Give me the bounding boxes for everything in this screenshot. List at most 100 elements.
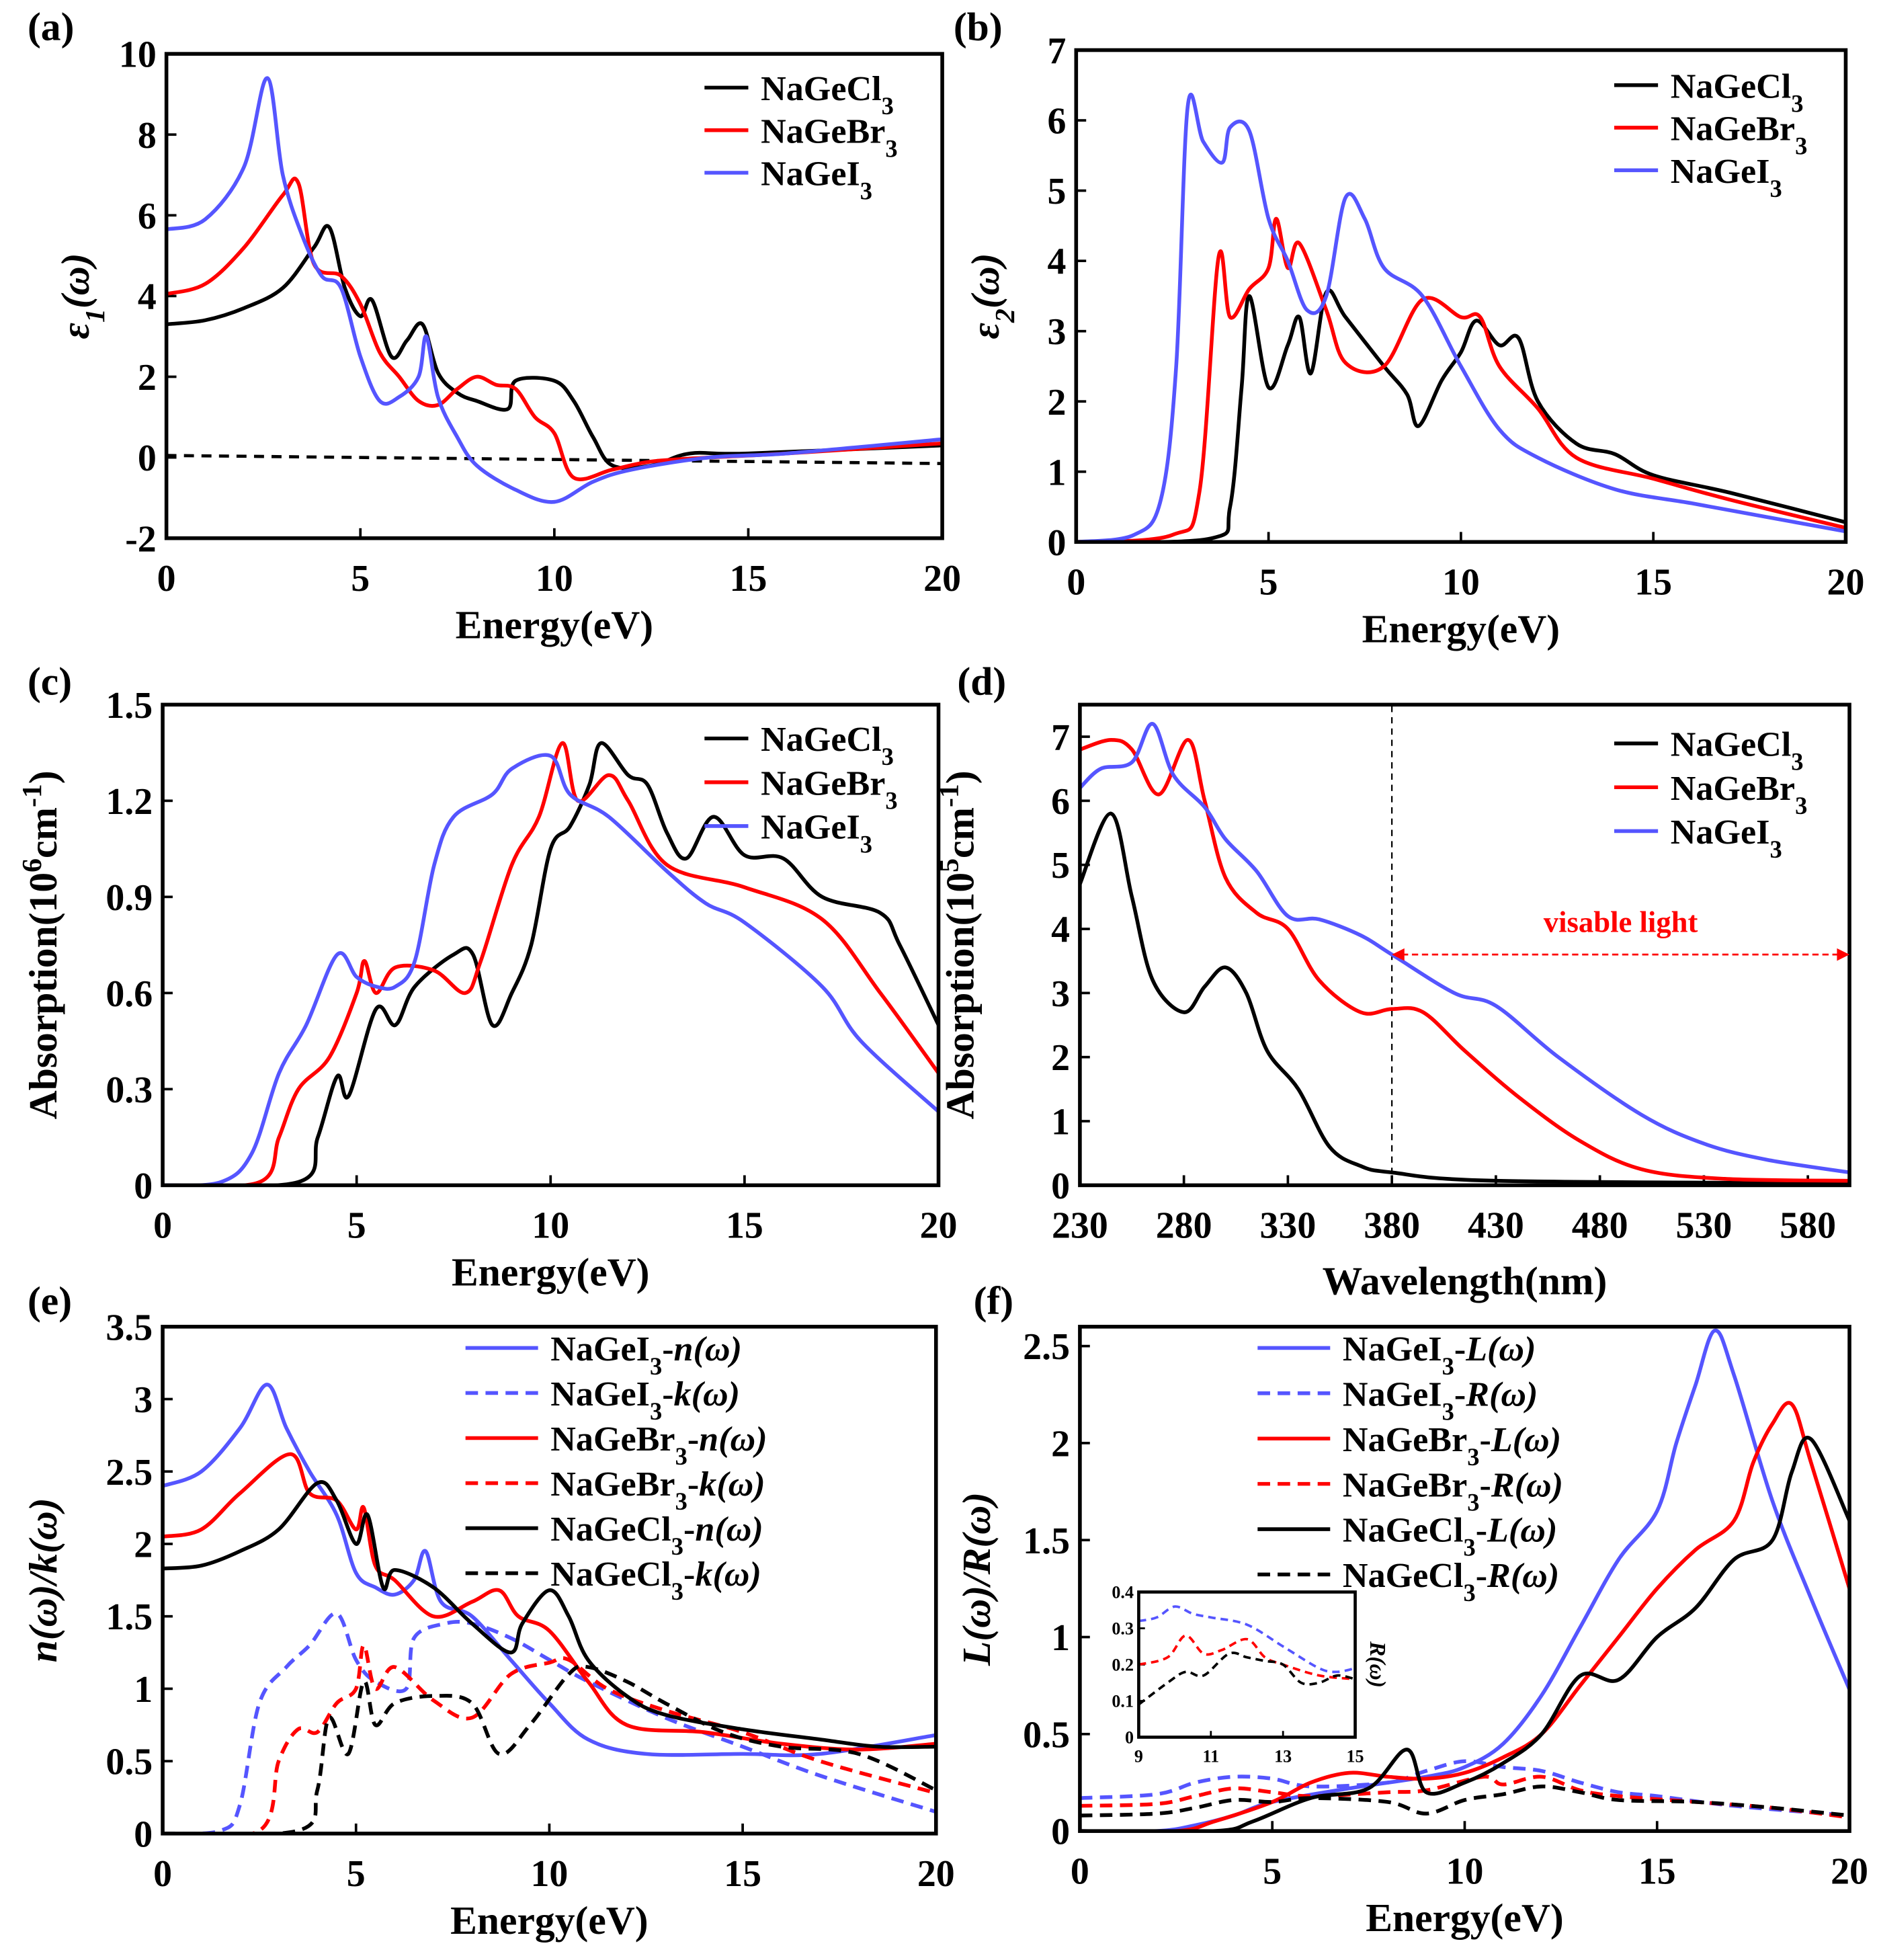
- plot-area: [1079, 1328, 1850, 1832]
- subscript: 3: [1467, 1442, 1479, 1470]
- text-run: L(ω): [1491, 1421, 1561, 1459]
- x-axis-label: Energy(eV): [456, 603, 654, 647]
- x-tick-label: 430: [1468, 1205, 1524, 1247]
- legend-label: NaGeBr3: [1671, 770, 1808, 819]
- y-tick-label: 8: [138, 115, 157, 157]
- x-tick-label: 5: [1263, 1850, 1282, 1892]
- y-tick-label: 1: [1051, 1102, 1070, 1143]
- subscript: 3: [882, 92, 894, 120]
- plot-area: [163, 1383, 936, 1834]
- subscript: 3: [885, 786, 897, 814]
- text-run: NaGeCl: [761, 70, 882, 108]
- text-run: ε: [963, 323, 1007, 339]
- x-tick-label: 15: [1347, 1747, 1364, 1766]
- text-run: NaGeI: [1671, 153, 1770, 191]
- superscript: 6: [17, 858, 48, 872]
- subscript: 3: [1442, 1352, 1454, 1380]
- text-run: n(ω): [674, 1330, 742, 1369]
- text-run: -: [1479, 1421, 1491, 1459]
- x-tick-label: 9: [1134, 1747, 1143, 1766]
- legend-label: NaGeI3: [1671, 153, 1782, 202]
- text-run: R(ω): [1365, 1641, 1390, 1688]
- text-run: NaGeBr: [1343, 1466, 1467, 1504]
- superscript: 5: [934, 858, 965, 872]
- text-run: -: [687, 1465, 699, 1504]
- y-tick-label: 6: [1047, 101, 1066, 142]
- text-run: L(ω)/R(ω): [954, 1492, 999, 1666]
- x-tick-label: 20: [917, 1853, 955, 1895]
- x-tick-label: 20: [920, 1205, 958, 1247]
- subscript: 3: [885, 134, 897, 162]
- text-run: (ω): [963, 253, 1007, 309]
- x-tick-label: 230: [1052, 1205, 1108, 1247]
- y-tick-label: 0: [1051, 1811, 1070, 1853]
- text-run: -: [662, 1330, 673, 1369]
- series-line-NaGeBr3-L: [1079, 1401, 1850, 1832]
- y-tick-label: 2: [1051, 1037, 1070, 1079]
- y-tick-label: 0.5: [106, 1742, 153, 1783]
- chart-panel-a: 0 5 10 15 20-20246810(a)Energy(eV)ε1(ω)NaGeC…: [28, 5, 961, 647]
- x-tick-label: 530: [1675, 1205, 1732, 1247]
- text-run: Absorption(10: [938, 872, 983, 1119]
- y-tick-label: 3: [1047, 311, 1066, 353]
- subscript: 3: [1463, 1533, 1475, 1561]
- text-run: cm: [21, 807, 65, 858]
- y-tick-label: 2.5: [1023, 1326, 1070, 1368]
- y-tick-label: 3: [1051, 973, 1070, 1015]
- text-run: NaGeBr: [761, 764, 885, 803]
- text-run: NaGeI: [1671, 813, 1770, 852]
- legend-label: NaGeI3: [761, 809, 872, 858]
- series-line-NaGeI3: [1076, 92, 1846, 542]
- y-axis-label: Absorption(105cm-1): [934, 770, 983, 1119]
- subscript: 3: [675, 1442, 687, 1470]
- inset-series-NaGeCl3-R: [1138, 1651, 1355, 1706]
- legend-label: NaGeCl3: [761, 70, 894, 119]
- y-tick-label: 4: [1051, 909, 1070, 951]
- plot-area: [1079, 704, 1850, 1186]
- x-tick-label: 11: [1202, 1747, 1219, 1766]
- plot-area: [163, 741, 939, 1186]
- text-run: Energy(eV): [456, 603, 654, 647]
- text-run: NaGeBr: [761, 112, 885, 151]
- text-run: -: [662, 1375, 673, 1414]
- panel-label: (f): [974, 1278, 1014, 1323]
- inset-series-NaGeI3-R: [1138, 1605, 1355, 1674]
- text-run: R(ω): [1465, 1375, 1538, 1414]
- legend-label: NaGeCl3-R(ω): [1343, 1557, 1559, 1606]
- text-run: Energy(eV): [1362, 606, 1560, 651]
- x-tick-label: 15: [724, 1853, 761, 1895]
- y-tick-label: 0.2: [1112, 1656, 1134, 1675]
- series-line-NaGeCl3-k: [163, 1664, 936, 1834]
- series-line-NaGeBr3: [163, 741, 939, 1186]
- text-run: -: [687, 1420, 699, 1459]
- subscript: 3: [650, 1397, 662, 1425]
- text-run: -: [1454, 1330, 1466, 1369]
- x-tick-label: 15: [726, 1205, 763, 1247]
- text-run: NaGeCl: [1671, 67, 1792, 106]
- x-tick-label: 5: [347, 1853, 366, 1895]
- text-run: NaGeI: [761, 809, 860, 847]
- text-run: n(ω): [695, 1510, 763, 1549]
- series-line-NaGeI3: [163, 753, 939, 1186]
- legend-label: NaGeCl3-k(ω): [550, 1555, 761, 1605]
- legend-label: NaGeBr3-k(ω): [550, 1465, 765, 1515]
- text-run: ε: [53, 323, 97, 339]
- chart-panel-d: 230 280 330 380 430 480 530 580 0 1 2 3 4 5 6 7 (d) Wavel…: [934, 659, 1851, 1303]
- y-tick-label: 3: [134, 1379, 153, 1421]
- text-run: NaGeBr: [550, 1465, 675, 1504]
- series-line-NaGeBr3: [166, 176, 943, 482]
- y-tick-label: 0: [138, 438, 157, 479]
- legend-label: NaGeBr3: [761, 764, 898, 814]
- subscript: 3: [671, 1533, 683, 1560]
- x-tick-label: 0: [153, 1205, 172, 1247]
- x-tick-label: 330: [1260, 1205, 1317, 1247]
- inset-series-NaGeBr3-R: [1138, 1634, 1355, 1680]
- text-run: NaGeCl: [1343, 1512, 1464, 1550]
- legend-label: NaGeBr3: [1671, 110, 1808, 159]
- text-run: NaGeI: [1343, 1375, 1442, 1414]
- text-run: cm: [938, 807, 983, 858]
- x-tick-label: 20: [923, 558, 961, 600]
- y-tick-label: 10: [119, 34, 157, 76]
- subscript: 3: [1791, 89, 1803, 117]
